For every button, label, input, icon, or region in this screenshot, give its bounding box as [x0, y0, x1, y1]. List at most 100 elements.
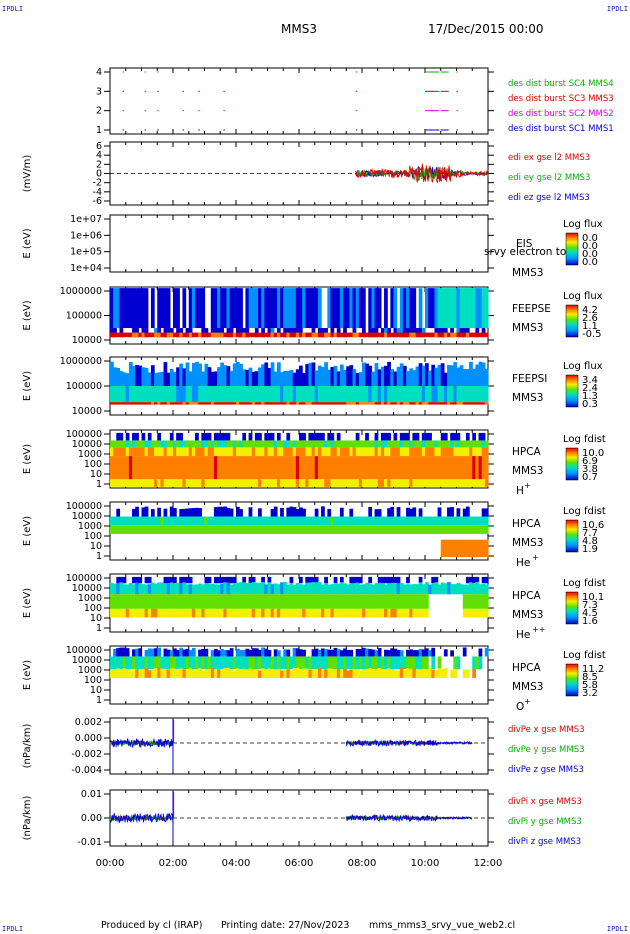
y-axis-label: E (eV)	[22, 588, 33, 618]
heatmap-cell	[220, 288, 224, 329]
heatmap-cell	[232, 332, 237, 338]
heatmap-cell	[327, 656, 332, 670]
heatmap-cell	[267, 582, 272, 595]
heatmap-cell	[201, 608, 206, 618]
heatmap-cell	[462, 525, 467, 534]
heatmap-cell	[371, 656, 376, 670]
heatmap-cell	[173, 456, 177, 480]
heatmap-cell	[248, 516, 253, 526]
heatmap-cell	[384, 584, 388, 595]
heatmap-cell	[475, 332, 480, 338]
heatmap-cell	[191, 594, 196, 609]
heatmap-cell	[377, 288, 382, 329]
colorbar-title: Log flux	[563, 219, 603, 230]
heatmap-cell	[447, 440, 451, 448]
heatmap-cell	[195, 525, 199, 534]
heatmap-cell	[396, 576, 401, 584]
heatmap-cell	[321, 608, 325, 618]
heatmap-cell	[384, 656, 388, 670]
heatmap-cell	[128, 583, 133, 595]
heatmap-cell	[119, 594, 124, 609]
heatmap-cell	[465, 447, 470, 457]
heatmap-cell	[428, 456, 432, 480]
heatmap-cell	[421, 386, 426, 403]
heatmap-cell	[147, 432, 152, 441]
heatmap-cell	[280, 402, 284, 405]
heatmap-cell	[270, 479, 275, 487]
heatmap-cell	[226, 332, 231, 338]
heatmap-cell	[431, 576, 436, 584]
heatmap-cell	[198, 447, 202, 457]
heatmap-cell	[150, 288, 155, 329]
heatmap-cell	[258, 516, 262, 526]
heatmap-cell	[327, 456, 332, 480]
heatmap-cell	[169, 582, 174, 595]
heatmap-cell	[138, 386, 143, 403]
heatmap-cell	[339, 594, 344, 609]
heatmap-cell	[428, 288, 432, 329]
heatmap-cell	[330, 288, 335, 329]
heatmap-cell	[339, 447, 344, 457]
heatmap-cell	[390, 669, 395, 678]
heatmap-cell	[292, 584, 297, 595]
heatmap-cell	[437, 668, 442, 678]
heatmap-cell	[204, 456, 209, 480]
heatmap-cell	[251, 576, 256, 584]
heatmap-cell	[368, 516, 373, 526]
heatmap-cell	[295, 656, 300, 670]
heatmap-cell	[270, 670, 275, 678]
heatmap-cell	[245, 608, 250, 618]
heatmap-cell	[213, 656, 218, 670]
heatmap-cell	[390, 479, 395, 487]
heatmap-cell	[280, 447, 284, 457]
heatmap-cell	[217, 402, 221, 405]
heatmap-cell	[349, 656, 354, 670]
y-axis-label: E (eV)	[22, 228, 33, 258]
heatmap-cell	[267, 656, 272, 670]
heatmap-cell	[132, 479, 136, 487]
heatmap-cell	[276, 525, 281, 534]
heatmap-cell	[415, 670, 420, 678]
heatmap-cell	[270, 656, 275, 670]
heatmap-cell	[220, 649, 224, 657]
instrument-label: HPCA	[512, 446, 542, 458]
heatmap-cell	[317, 440, 322, 448]
heatmap-cell	[308, 656, 313, 670]
heatmap-cell	[295, 456, 300, 480]
heatmap-cell	[261, 386, 265, 403]
heatmap-cell	[169, 479, 174, 487]
heatmap-cell	[377, 447, 382, 457]
heatmap-cell	[302, 594, 306, 609]
heatmap-cell	[185, 508, 190, 517]
heatmap-cell	[358, 386, 363, 403]
heatmap-cell	[336, 649, 341, 657]
heatmap-cell	[191, 525, 196, 534]
colorbar-tick-label: 7.7	[582, 528, 598, 539]
heatmap-cell	[409, 479, 413, 487]
heatmap-cell	[346, 402, 350, 405]
heatmap-cell	[283, 370, 287, 386]
heatmap-cell	[128, 402, 133, 405]
heatmap-cell	[465, 440, 470, 448]
heatmap-cell	[157, 288, 161, 329]
y-tick-label: 1000	[78, 593, 102, 604]
heatmap-cell	[150, 670, 155, 678]
heatmap-cell	[276, 650, 281, 657]
heatmap-cell	[311, 432, 316, 441]
heatmap-cell	[308, 669, 313, 678]
heatmap-cell	[195, 432, 199, 441]
heatmap-cell	[292, 386, 297, 403]
heatmap-cell	[343, 583, 347, 595]
div-series-blue	[346, 813, 438, 823]
heatmap-cell	[481, 386, 486, 403]
heatmap-cell	[258, 440, 262, 448]
heatmap-cell	[135, 447, 139, 457]
colorbar-title: Log fdist	[563, 434, 606, 445]
heatmap-cell	[327, 594, 332, 609]
heatmap-cell	[324, 608, 328, 618]
heatmap-cell	[195, 386, 199, 403]
heatmap-cell	[232, 525, 237, 534]
heatmap-cell	[368, 525, 373, 534]
heatmap-cell	[368, 386, 373, 403]
heatmap-cell	[478, 525, 483, 534]
